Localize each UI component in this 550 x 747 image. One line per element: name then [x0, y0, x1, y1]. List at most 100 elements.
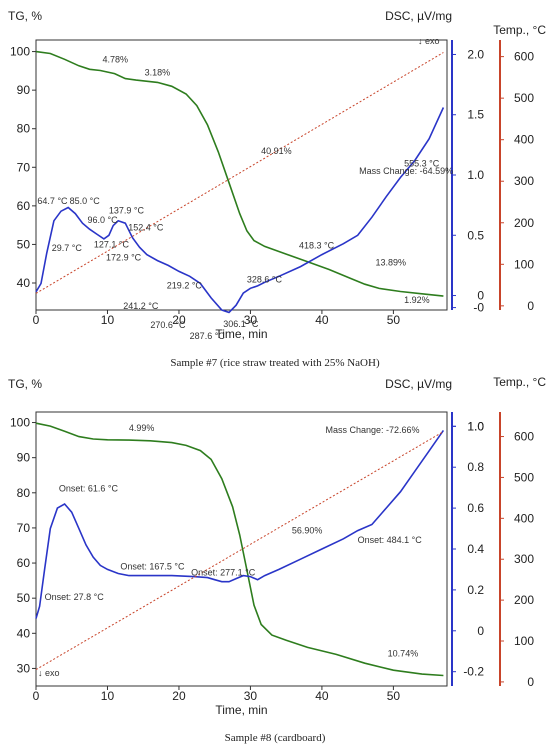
dsc-tick-label: -0.2: [463, 665, 484, 679]
annotation-label: 56.90%: [292, 526, 323, 536]
x-tick-label: 0: [33, 313, 40, 327]
annotation-label: 40.91%: [261, 146, 292, 156]
x-axis-title: Time, min: [215, 703, 267, 717]
dsc-tick-label: 0.2: [467, 583, 484, 597]
tg-tick-label: 50: [17, 237, 31, 251]
temp-curve: [35, 52, 444, 294]
temp-tick-label: 400: [514, 511, 534, 525]
x-tick-label: 20: [172, 689, 186, 703]
tg-tick-label: 40: [17, 276, 31, 290]
annotation-label: 306.1 °C: [223, 319, 259, 329]
temp-tick-label: 300: [514, 552, 534, 566]
x-tick-label: 30: [244, 689, 258, 703]
exo-indicator: ↓ exo: [418, 36, 440, 46]
temp-tick-label: 0: [527, 299, 534, 313]
dsc-tick-label: 0.4: [467, 542, 484, 556]
annotation-label: 1.92%: [404, 295, 430, 305]
annotation-label: Onset: 167.5 °C: [120, 561, 185, 571]
annotation-label: 287.6 °C: [190, 331, 226, 341]
temp-tick-label: 500: [514, 470, 534, 484]
tg-tick-label: 100: [10, 45, 30, 59]
annotation-label: 4.78%: [102, 54, 128, 64]
annotation-label: 29.7 °C: [52, 243, 83, 253]
annotation-label: Onset: 27.8 °C: [45, 592, 105, 602]
figure-caption: Sample #8 (cardboard): [225, 732, 326, 744]
x-tick-label: 0: [33, 689, 40, 703]
plot-frame: [35, 39, 448, 311]
tg-tick-label: 80: [17, 486, 31, 500]
temp-tick-label: 600: [514, 430, 534, 444]
temp-tick-label: 100: [514, 257, 534, 271]
dsc-tick-label: 0: [477, 289, 484, 303]
annotation-label: 3.18%: [145, 67, 171, 77]
annotation-label: Mass Change: -72.66%: [325, 425, 419, 435]
plot-frame: [35, 411, 448, 687]
temp-axis-title: Temp., °C: [493, 375, 546, 389]
temp-tick-label: 0: [527, 675, 534, 689]
temp-tick-label: 300: [514, 174, 534, 188]
tg-curve: [35, 422, 444, 677]
dsc-tick-label: 0: [477, 624, 484, 638]
temp-tick-label: 200: [514, 216, 534, 230]
dsc-tick-label: 0.5: [467, 228, 484, 242]
annotation-label: 4.99%: [129, 423, 155, 433]
annotation-label: Onset: 277.1 °C: [191, 568, 256, 578]
annotation-label: 418.3 °C: [299, 241, 335, 251]
annotation-label: 127.1 °C: [94, 239, 130, 249]
tg-tick-label: 70: [17, 521, 31, 535]
annotation-label: Onset: 484.1 °C: [358, 535, 423, 545]
x-axis-title: Time, min: [215, 327, 267, 341]
tg-tick-label: 30: [17, 661, 31, 675]
dsc-axis-title: DSC, µV/mg: [385, 377, 452, 391]
annotation-label: 85.0 °C: [70, 196, 101, 206]
x-tick-label: 10: [101, 689, 115, 703]
x-tick-label: 50: [387, 313, 401, 327]
annotation-label: 10.74%: [388, 648, 419, 658]
annotation-label: 64.7 °C: [37, 196, 68, 206]
tg-axis-title: TG, %: [8, 377, 42, 391]
temp-tick-label: 600: [514, 50, 534, 64]
x-tick-label: 40: [315, 689, 329, 703]
tg-tick-label: 40: [17, 626, 31, 640]
temp-curve: [35, 431, 444, 671]
temp-axis-title: Temp., °C: [493, 23, 546, 37]
x-tick-label: 10: [101, 313, 115, 327]
annotation-label: 13.89%: [376, 258, 407, 268]
temp-tick-label: 100: [514, 634, 534, 648]
x-tick-label: 30: [244, 313, 258, 327]
tg-tick-label: 100: [10, 416, 30, 430]
tg-tick-label: 60: [17, 199, 31, 213]
temp-tick-label: 400: [514, 133, 534, 147]
annotation-label: 270.6 °C: [150, 320, 186, 330]
dsc-tick-label: -0: [473, 301, 484, 315]
annotation-label: 96.0 °C: [87, 215, 118, 225]
temp-tick-label: 200: [514, 593, 534, 607]
x-tick-label: 50: [387, 689, 401, 703]
x-tick-label: 20: [172, 313, 186, 327]
annotation-label: Mass Change: -64.59%: [359, 166, 453, 176]
dsc-tick-label: 0.6: [467, 501, 484, 515]
tg-tick-label: 80: [17, 122, 31, 136]
annotation-label: 152.4 °C: [128, 222, 164, 232]
annotation-label: 555.3 °C: [404, 159, 440, 169]
dsc-curve: [35, 107, 445, 314]
annotation-label: Onset: 61.6 °C: [59, 484, 119, 494]
exo-indicator: ↓ exo: [38, 668, 60, 678]
dsc-tick-label: 2.0: [467, 47, 484, 61]
annotation-label: 241.2 °C: [123, 301, 159, 311]
annotation-label: 137.9 °C: [109, 206, 145, 216]
tg-tick-label: 50: [17, 591, 31, 605]
tg-tick-label: 70: [17, 160, 31, 174]
dsc-tick-label: 1.0: [467, 168, 484, 182]
temp-tick-label: 500: [514, 91, 534, 105]
dsc-curve: [35, 429, 445, 619]
tg-tick-label: 90: [17, 83, 31, 97]
annotation-label: 172.9 °C: [106, 253, 142, 263]
annotation-label: 219.2 °C: [167, 280, 203, 290]
figure-caption: Sample #7 (rice straw treated with 25% N…: [170, 357, 380, 369]
annotation-label: 328.6 °C: [247, 274, 283, 284]
tg-axis-title: TG, %: [8, 9, 42, 23]
tg-tick-label: 60: [17, 556, 31, 570]
